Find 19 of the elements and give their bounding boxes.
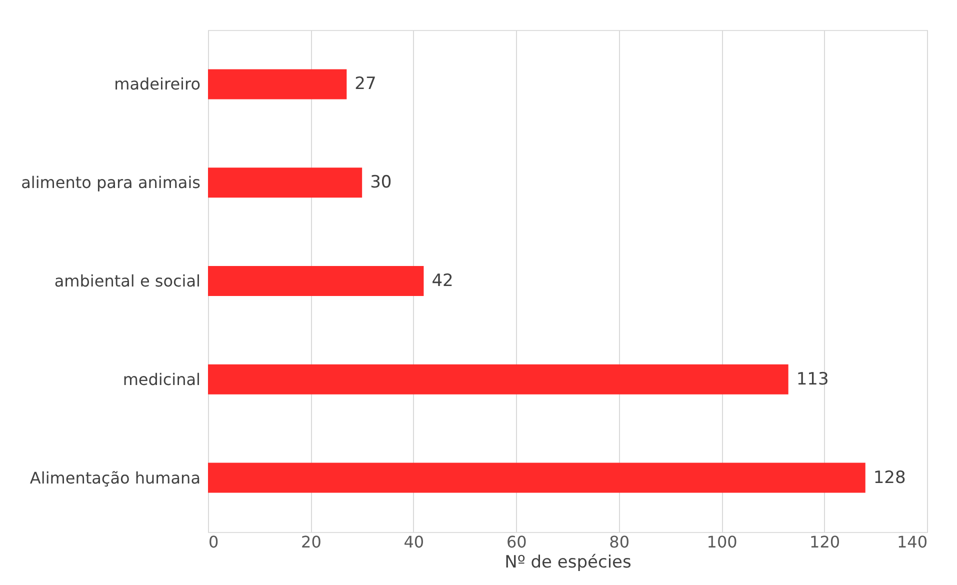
- data-label: 30: [370, 172, 392, 193]
- x-tick-label: 40: [404, 532, 424, 552]
- y-tick-label: Alimentação humana: [30, 468, 200, 488]
- x-tick-label: 100: [706, 532, 738, 552]
- x-tick-label: 20: [301, 532, 322, 552]
- x-tick-label: 140: [896, 532, 928, 552]
- y-tick-label: madeireiro: [114, 74, 200, 94]
- x-tick-label: 80: [609, 532, 630, 552]
- data-label: 42: [432, 271, 454, 291]
- y-tick-label: medicinal: [122, 370, 200, 389]
- x-axis-title: Nº de espécies: [504, 552, 632, 572]
- x-tick-label: 0: [208, 532, 219, 552]
- data-label: 113: [796, 369, 829, 390]
- x-tick-label: 60: [506, 532, 527, 552]
- y-tick-label: ambiental e social: [54, 272, 200, 290]
- data-label: 128: [873, 468, 906, 488]
- x-tick-label: 120: [810, 532, 840, 552]
- data-label: 27: [354, 74, 376, 94]
- y-tick-label: alimento para animais: [21, 173, 200, 192]
